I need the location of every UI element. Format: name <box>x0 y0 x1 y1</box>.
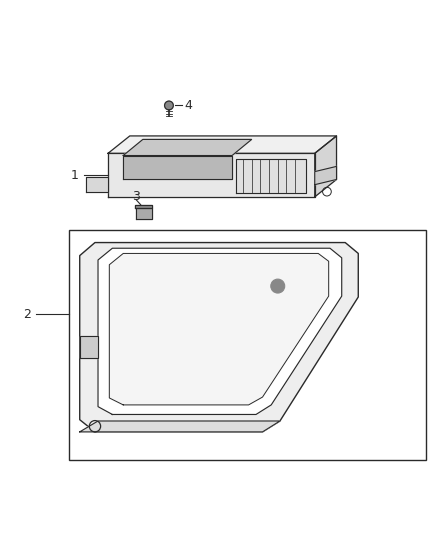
Polygon shape <box>80 336 98 358</box>
Polygon shape <box>237 158 306 193</box>
Text: 1: 1 <box>71 168 78 182</box>
Polygon shape <box>80 421 280 432</box>
Polygon shape <box>315 136 336 197</box>
Text: 3: 3 <box>132 190 140 204</box>
Polygon shape <box>108 136 336 154</box>
Polygon shape <box>315 166 336 184</box>
Polygon shape <box>86 177 108 192</box>
Polygon shape <box>136 208 152 220</box>
Circle shape <box>165 101 173 110</box>
Circle shape <box>271 279 285 293</box>
Text: 2: 2 <box>24 308 32 321</box>
Text: 4: 4 <box>184 99 192 112</box>
Polygon shape <box>123 140 252 156</box>
Polygon shape <box>110 254 328 405</box>
Polygon shape <box>135 205 152 208</box>
Polygon shape <box>80 243 358 432</box>
Polygon shape <box>98 248 342 415</box>
Polygon shape <box>123 156 232 180</box>
Polygon shape <box>108 154 315 197</box>
Bar <box>69 230 426 460</box>
